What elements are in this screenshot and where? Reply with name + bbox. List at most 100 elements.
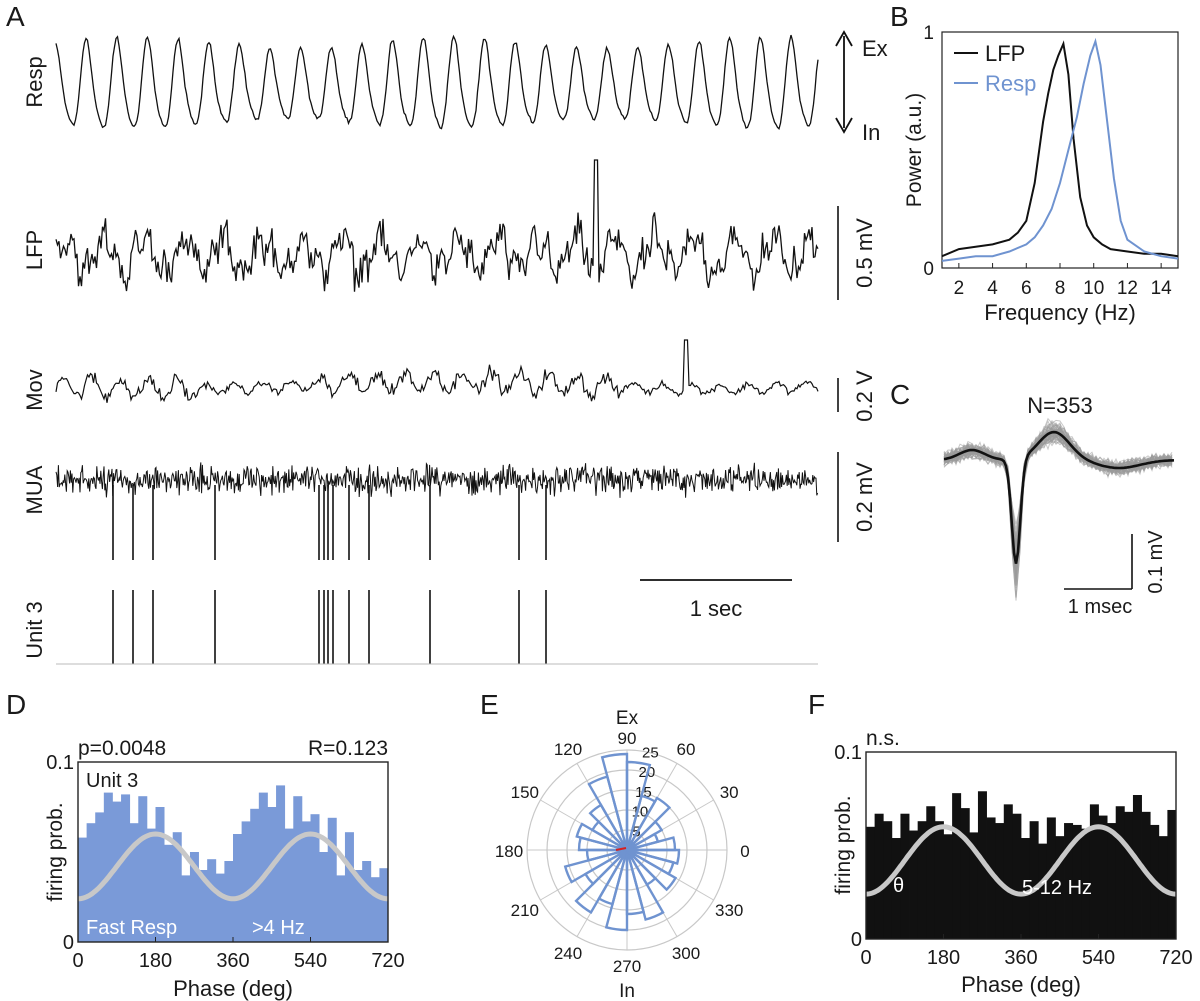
series-line-lfp	[941, 40, 1179, 258]
polar-bottom-label: In	[619, 981, 635, 1001]
hist-bar	[900, 813, 910, 939]
panel-d-bars	[78, 785, 389, 942]
panel-d-letter: D	[6, 689, 26, 720]
panel-d-ylabel: firing prob.	[44, 802, 67, 901]
mua-trace	[55, 462, 819, 498]
x-tick-label: 0	[860, 947, 871, 969]
hist-bar	[181, 875, 191, 942]
panel-d-r-value: R=0.123	[308, 737, 388, 760]
hist-bar	[189, 852, 199, 942]
polar-angle-label: 270	[613, 957, 641, 976]
y-tick-label: 0	[923, 259, 934, 280]
x-tick-label: 180	[139, 950, 172, 972]
hist-bar	[344, 832, 354, 942]
polar-angle-label: 60	[677, 740, 696, 759]
panel-f-note-left: θ	[893, 875, 904, 897]
hist-bar	[1089, 804, 1099, 939]
hist-bar	[1107, 823, 1117, 939]
hist-bar	[1012, 813, 1022, 939]
y-tick-label: 0	[63, 932, 74, 954]
panel-b-xlabel: Frequency (Hz)	[984, 300, 1136, 325]
polar-bin	[577, 836, 628, 852]
hist-bar	[1055, 836, 1065, 939]
hist-bar	[1003, 804, 1013, 939]
polar-bin	[574, 849, 629, 915]
x-tick-label: 360	[1004, 947, 1037, 969]
resp-label: Resp	[22, 56, 47, 107]
hist-bar	[112, 801, 122, 942]
hist-bar	[276, 785, 286, 942]
hist-bar	[370, 877, 380, 942]
x-tick-label: 8	[1055, 278, 1066, 299]
hist-bar	[934, 821, 944, 939]
panel-b-axes-box	[941, 31, 1179, 269]
y-tick-label: 0	[851, 929, 862, 951]
x-tick-label: 180	[927, 947, 960, 969]
arrow-up-icon	[835, 30, 853, 47]
panel-c-letter: C	[890, 379, 910, 410]
hist-bar	[293, 796, 303, 942]
hist-bar	[155, 807, 165, 942]
hist-bar	[952, 793, 962, 939]
hist-bar	[943, 834, 953, 939]
hist-bar	[146, 828, 156, 942]
spike-waveform	[943, 425, 1173, 574]
x-tick-label: 540	[294, 950, 327, 972]
panel-d-p-value: p=0.0048	[78, 737, 166, 760]
hist-bar	[224, 861, 234, 942]
panel-b: B 2 4 6 8 10 12 14 0 1 Frequency (Hz) Power (a.u…	[890, 1, 1179, 325]
polar-bin	[604, 849, 629, 932]
hist-bar	[1021, 838, 1031, 939]
polar-angle-label: 150	[511, 783, 539, 802]
panel-d: D p=0.0048 R=0.123 0 180 360 540 720 0 0.1 Uni…	[6, 689, 405, 1001]
polar-radius-label: 25	[642, 745, 659, 762]
x-tick-label: 4	[987, 278, 998, 299]
panel-d-ticks: 0 180 360 540 720 0 0.1	[46, 752, 405, 972]
polar-bin	[626, 848, 681, 865]
panel-a-letter: A	[6, 1, 25, 32]
polar-angle-label: 180	[495, 842, 523, 861]
panel-f-ylabel: firing prob.	[832, 795, 855, 894]
x-tick-label: 0	[72, 950, 83, 972]
hist-bar	[977, 791, 987, 939]
panel-f-bars	[866, 791, 1177, 939]
y-tick-label: 0.1	[46, 752, 74, 774]
hist-bar	[891, 838, 901, 939]
polar-bin	[625, 849, 665, 921]
hist-bar	[301, 821, 311, 942]
mov-scale-label: 0.2 V	[852, 370, 877, 422]
hist-bar	[86, 823, 96, 942]
panel-a: A Resp LFP Mov MUA Unit 3 Ex In 0.5 mV 0…	[6, 1, 888, 665]
legend-lfp-label: LFP	[985, 41, 1025, 66]
hist-bar	[250, 808, 260, 942]
hist-bar	[379, 868, 389, 942]
hist-bar	[138, 796, 148, 942]
panel-c-n-label: N=353	[1027, 393, 1092, 418]
polar-angle-label: 120	[554, 740, 582, 759]
hist-bar	[258, 792, 268, 942]
hist-bar	[917, 821, 927, 939]
panel-f-note-right: 5-12 Hz	[1022, 877, 1092, 899]
hist-bar	[164, 844, 174, 942]
hist-bar	[1064, 823, 1074, 939]
polar-bin	[626, 848, 678, 892]
polar-angle-label: 0	[740, 842, 749, 861]
mov-label: Mov	[22, 369, 47, 411]
mua-spikes	[112, 485, 547, 560]
hist-bar	[327, 817, 337, 942]
hist-bar	[866, 826, 876, 939]
panel-e-letter: E	[480, 689, 499, 720]
hist-bar	[241, 821, 251, 942]
hist-bar	[78, 837, 88, 942]
hist-bar	[129, 823, 139, 942]
mua-scale-label: 0.2 mV	[852, 462, 877, 532]
polar-top-label: Ex	[616, 708, 639, 729]
lfp-trace	[55, 159, 819, 292]
hist-bar	[1072, 824, 1082, 939]
x-tick-label: 360	[216, 950, 249, 972]
y-tick-label: 0.1	[834, 742, 862, 764]
resp-ex-label: Ex	[862, 36, 888, 61]
hist-bar	[926, 806, 936, 939]
